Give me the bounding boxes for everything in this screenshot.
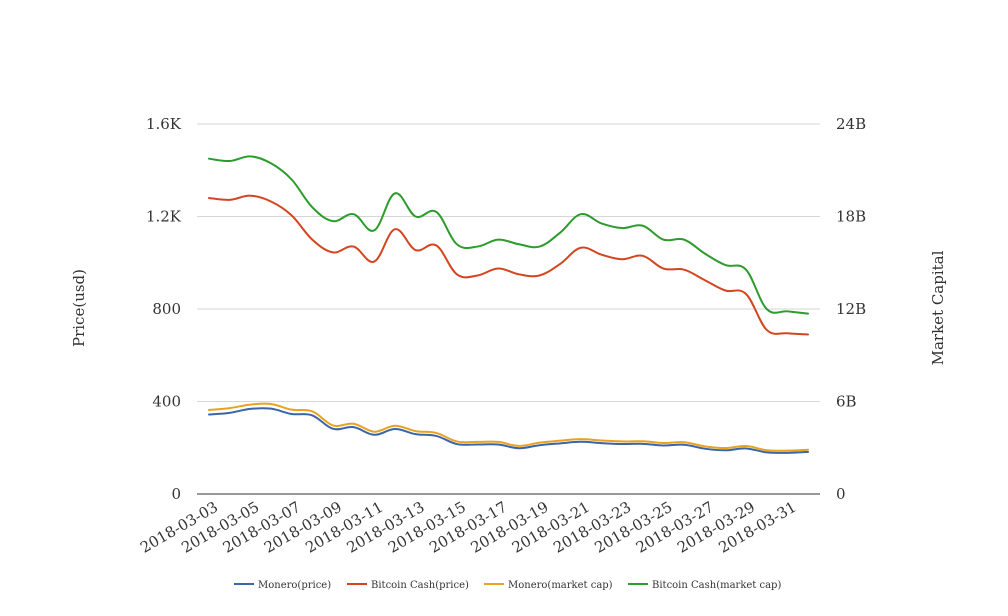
right-tick-label: 24B (836, 115, 866, 133)
legend-label: Bitcoin Cash(market cap) (652, 580, 781, 591)
left-tick-label: 1.6K (146, 115, 182, 133)
series-lines (208, 155, 809, 454)
legend-item[interactable]: Monero(market cap) (484, 580, 613, 591)
legend[interactable]: Monero(price) Bitcoin Cash(price) Monero(m… (234, 580, 781, 591)
grid-lines (197, 123, 820, 495)
series-line-bitcoin-cash-price (208, 194, 809, 336)
x-axis-ticks: 2018-03-032018-03-052018-03-072018-03-09… (137, 498, 799, 557)
left-axis-title: Price(usd) (70, 269, 88, 347)
right-tick-label: 0 (836, 485, 846, 503)
right-axis-ticks: 0 6B 12B 18B 24B (836, 115, 866, 503)
legend-item[interactable]: Bitcoin Cash(market cap) (628, 580, 781, 591)
left-tick-label: 800 (152, 300, 181, 318)
left-axis-ticks: 0 400 800 1.2K 1.6K (146, 115, 182, 503)
right-tick-label: 18B (836, 208, 866, 226)
right-tick-label: 12B (836, 300, 866, 318)
left-tick-label: 400 (152, 393, 181, 411)
legend-label: Bitcoin Cash(price) (371, 580, 469, 591)
right-tick-label: 6B (836, 393, 857, 411)
legend-item[interactable]: Monero(price) (234, 580, 331, 591)
right-axis-title: Market Capital (929, 250, 947, 365)
series-line-monero-market-cap (208, 402, 809, 452)
left-tick-label: 0 (171, 485, 181, 503)
legend-item[interactable]: Bitcoin Cash(price) (347, 580, 469, 591)
series-line-monero-price (208, 407, 809, 454)
legend-label: Monero(price) (258, 580, 331, 591)
left-tick-label: 1.2K (146, 208, 182, 226)
legend-label: Monero(market cap) (508, 580, 613, 591)
series-line-bitcoin-cash-market-cap (208, 155, 809, 315)
